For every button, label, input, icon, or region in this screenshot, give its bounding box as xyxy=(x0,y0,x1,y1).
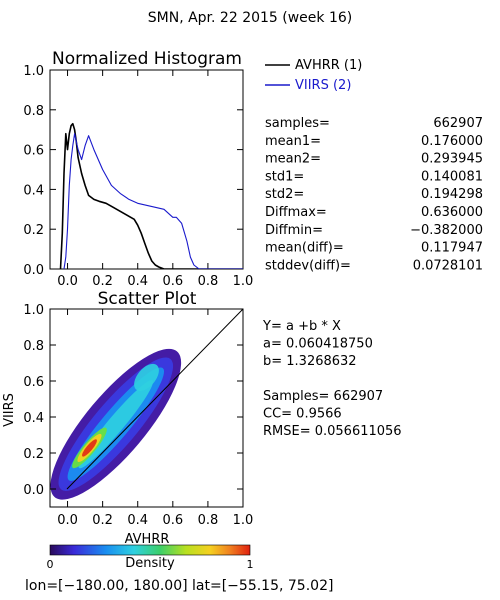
scatter-x-tick-label: 0.0 xyxy=(57,513,78,528)
histogram-x-tick-label: 0.6 xyxy=(162,274,183,289)
stat-label: Diffmax= xyxy=(265,205,327,220)
scatter-x-label: AVHRR xyxy=(125,532,170,547)
histogram-x-tick-label: 1.0 xyxy=(233,274,254,289)
stat-label: std2= xyxy=(265,187,304,202)
scatter-y-tick-label: 0.8 xyxy=(23,339,44,354)
scatter-y-tick-label: 0.0 xyxy=(23,483,44,498)
stat-label: Diffmin= xyxy=(265,223,323,238)
histogram-panel: Normalized Histogram 0.00.20.40.60.81.0 … xyxy=(23,49,253,289)
histogram-y-tick-label: 0.0 xyxy=(23,263,44,278)
stat-label: mean2= xyxy=(265,152,321,167)
density-colorbar: Density 0 1 xyxy=(47,544,254,571)
regression-line: Y= a +b * X xyxy=(262,319,341,334)
stat-value: 0.117947 xyxy=(421,241,483,256)
scatter-y-tick-label: 0.4 xyxy=(23,411,44,426)
histogram-title: Normalized Histogram xyxy=(52,49,242,69)
regression-line: RMSE= 0.056611056 xyxy=(263,424,402,439)
legend-viirs-label: VIIRS (2) xyxy=(295,78,351,93)
histogram-y-axis: 0.0 0.2 0.4 0.6 0.8 1.0 xyxy=(23,64,243,278)
stat-value: 0.176000 xyxy=(421,134,483,149)
scatter-plot-frame xyxy=(49,308,244,508)
histogram-y-tick-label: 1.0 xyxy=(23,64,44,79)
scatter-y-tick-label: 0.6 xyxy=(23,375,44,390)
stat-label: samples= xyxy=(265,116,330,131)
histogram-x-tick-label: 0.8 xyxy=(198,274,219,289)
scatter-x-axis: 0.0 0.2 0.4 0.6 0.8 1.0 xyxy=(57,309,253,528)
stat-value: 0.293945 xyxy=(421,152,483,167)
histogram-x-tick-label: 0.0 xyxy=(57,274,78,289)
stat-label: std1= xyxy=(265,169,304,184)
scatter-y-tick-label: 0.2 xyxy=(23,447,44,462)
stat-value: −0.382000 xyxy=(410,223,483,238)
histogram-x-axis: 0.0 0.2 0.4 0.6 0.8 1.0 xyxy=(57,70,253,289)
scatter-x-tick-label: 0.6 xyxy=(162,513,183,528)
scatter-x-tick-label: 1.0 xyxy=(233,513,254,528)
density-cloud xyxy=(50,348,182,500)
scatter-panel: Scatter Plot 0.00.20.40.60.81.0 0.0 0.2 0.… xyxy=(2,289,253,547)
histogram-y-tick-label: 0.4 xyxy=(23,183,44,198)
histogram-x-tick-label: 0.2 xyxy=(92,274,113,289)
stat-label: mean1= xyxy=(265,134,321,149)
regression-line: CC= 0.9566 xyxy=(263,407,342,422)
histogram-y-tick-label: 0.8 xyxy=(23,104,44,119)
histogram-series-avhrr xyxy=(59,122,243,269)
regression-line: b= 1.3268632 xyxy=(263,354,357,369)
legend-avhrr-label: AVHRR (1) xyxy=(295,58,362,73)
histogram-x-tick-label: 0.4 xyxy=(127,274,148,289)
statistics-block: samples= 662907 mean1= 0.176000 mean2= 0.2939… xyxy=(265,116,483,273)
stat-value: 662907 xyxy=(433,116,483,131)
stat-label: stddev(diff)= xyxy=(265,258,351,273)
scatter-title: Scatter Plot xyxy=(98,289,197,309)
histogram-y-tick-label: 0.2 xyxy=(23,223,44,238)
stat-value: 0.0728101 xyxy=(413,258,483,273)
regression-line: a= 0.060418750 xyxy=(263,337,373,352)
density-core xyxy=(82,439,97,457)
colorbar-gradient xyxy=(49,544,251,556)
scatter-y-tick-label: 1.0 xyxy=(23,303,44,318)
histogram-plot-frame xyxy=(49,69,244,270)
histogram-series-viirs xyxy=(63,133,243,269)
colorbar-label: Density xyxy=(125,556,175,571)
one-to-one-line xyxy=(66,309,243,490)
histogram-legend: AVHRR (1) VIIRS (2) xyxy=(265,58,362,93)
footer-coordinates: lon=[−180.00, 180.00] lat=[−55.15, 75.02… xyxy=(25,578,333,594)
scatter-x-tick-label: 0.4 xyxy=(127,513,148,528)
regression-block: Y= a +b * X a= 0.060418750 b= 1.3268632 Sam… xyxy=(262,319,402,439)
histogram-y-tick-label: 0.6 xyxy=(23,144,44,159)
density-upper-mode xyxy=(134,363,159,391)
colorbar-min-label: 0 xyxy=(47,558,54,571)
scatter-x-tick-label: 0.8 xyxy=(198,513,219,528)
stat-value: 0.194298 xyxy=(421,187,483,202)
regression-line: Samples= 662907 xyxy=(263,389,383,404)
scatter-x-tick-label: 0.2 xyxy=(92,513,113,528)
figure-title: SMN, Apr. 22 2015 (week 16) xyxy=(148,10,353,26)
stat-value: 0.636000 xyxy=(421,205,483,220)
scatter-y-label: VIIRS xyxy=(2,393,17,427)
stat-label: mean(diff)= xyxy=(265,241,344,256)
scatter-y-axis: 0.0 0.2 0.4 0.6 0.8 1.0 xyxy=(23,303,243,498)
stat-value: 0.140081 xyxy=(421,169,483,184)
colorbar-max-label: 1 xyxy=(247,558,254,571)
